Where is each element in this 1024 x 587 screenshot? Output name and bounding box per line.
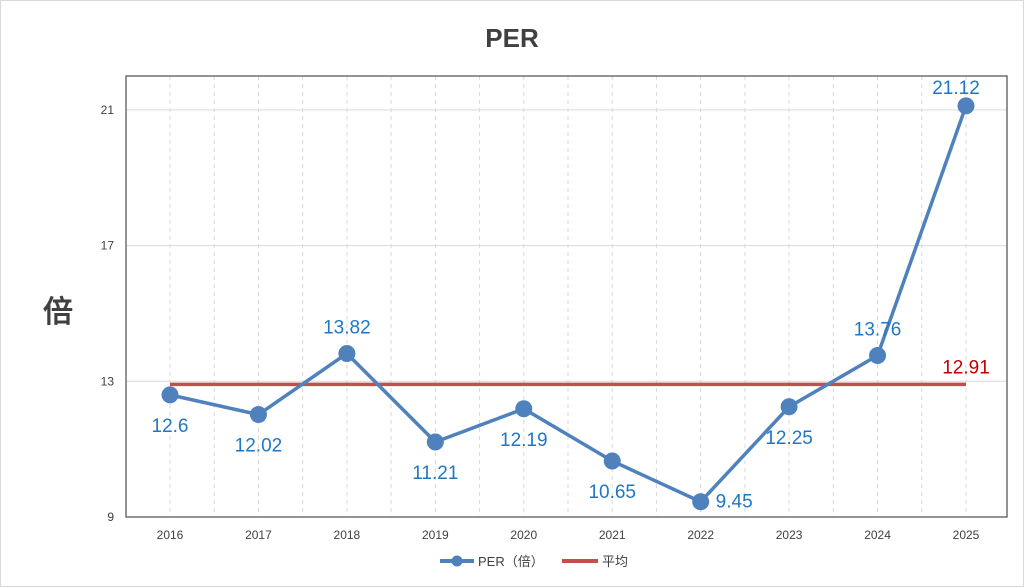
per-value-label: 12.02: [235, 436, 283, 457]
per-point: [515, 400, 533, 418]
x-tick-labels: 2016 2017 2018 2019 2020 2021 2022 2023 2024 2025: [157, 528, 980, 542]
x-tick-label: 2022: [687, 528, 714, 542]
y-tick-labels: 9 13 17 21: [101, 103, 115, 524]
per-point: [426, 433, 444, 451]
per-value-label: 21.12: [932, 78, 980, 99]
legend: PER（倍） 平均: [440, 554, 628, 569]
x-tick-label: 2016: [157, 528, 184, 542]
average-value-label: 12.91: [942, 357, 990, 378]
data-labels: 12.91 12.6 12.02 13.82 11.21 12.19 10.65 9.45 12…: [152, 78, 990, 513]
per-value-label: 11.21: [412, 463, 458, 484]
x-tick-label: 2019: [422, 528, 449, 542]
grid-layer: [126, 76, 1007, 518]
per-point: [603, 452, 621, 470]
per-point: [957, 97, 975, 115]
legend-average-label: 平均: [602, 554, 628, 569]
y-tick-label: 9: [107, 510, 114, 524]
per-value-label: 12.6: [152, 416, 189, 437]
y-axis-label: 倍: [43, 295, 73, 329]
per-point: [692, 493, 710, 511]
x-tick-label: 2025: [953, 528, 980, 542]
per-point: [869, 347, 887, 365]
per-value-label: 13.76: [854, 320, 902, 341]
x-tick-label: 2018: [334, 528, 361, 542]
per-point: [161, 386, 179, 404]
per-point: [780, 398, 798, 416]
y-tick-label: 13: [101, 374, 115, 388]
y-tick-label: 21: [101, 103, 115, 117]
x-tick-label: 2021: [599, 528, 626, 542]
chart-title: PER: [485, 23, 539, 53]
per-series-line: [169, 105, 968, 504]
x-tick-label: 2023: [776, 528, 803, 542]
legend-per-marker: [451, 555, 463, 567]
x-tick-label: 2020: [510, 528, 537, 542]
plot-area: [125, 75, 1008, 518]
x-tick-label: 2017: [245, 528, 272, 542]
legend-per-label: PER（倍）: [478, 554, 544, 569]
per-value-label: 13.82: [323, 317, 371, 338]
y-tick-label: 17: [101, 239, 115, 253]
per-value-label: 10.65: [588, 482, 636, 503]
x-tick-label: 2024: [864, 528, 891, 542]
per-point: [338, 344, 356, 362]
per-value-label: 12.25: [765, 428, 813, 449]
per-value-label: 12.19: [500, 430, 548, 451]
per-value-label: 9.45: [716, 492, 753, 513]
per-point: [249, 406, 267, 424]
series-layer: [161, 97, 975, 511]
